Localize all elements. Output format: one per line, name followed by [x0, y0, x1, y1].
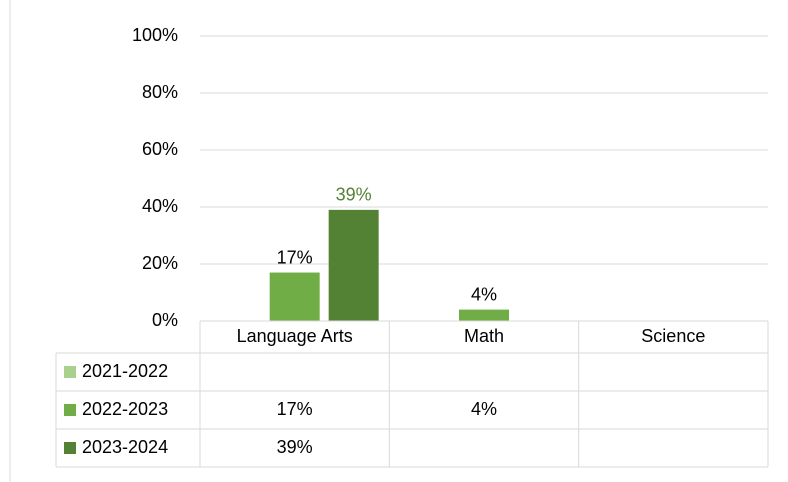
data-label: 4%	[471, 284, 497, 304]
y-tick-label: 0%	[152, 310, 178, 330]
legend-label: 2022-2023	[82, 399, 168, 419]
table-cell: 17%	[277, 399, 313, 419]
x-tick-label: Science	[641, 326, 705, 346]
table-cell: 39%	[277, 437, 313, 457]
bar	[328, 209, 379, 321]
legend-swatch	[64, 442, 76, 454]
bar	[269, 272, 320, 321]
y-tick-label: 100%	[132, 25, 178, 45]
y-tick-label: 20%	[142, 253, 178, 273]
legend-label: 2021-2022	[82, 361, 168, 381]
data-label: 39%	[336, 185, 372, 205]
y-tick-label: 80%	[142, 82, 178, 102]
bar	[459, 309, 509, 321]
legend-label: 2023-2024	[82, 437, 168, 457]
legend-swatch	[64, 366, 76, 378]
y-tick-label: 40%	[142, 196, 178, 216]
y-tick-label: 60%	[142, 139, 178, 159]
x-tick-label: Math	[464, 326, 504, 346]
table-cell: 4%	[471, 399, 497, 419]
x-tick-label: Language Arts	[237, 326, 353, 346]
legend-swatch	[64, 404, 76, 416]
data-label: 17%	[277, 247, 313, 267]
